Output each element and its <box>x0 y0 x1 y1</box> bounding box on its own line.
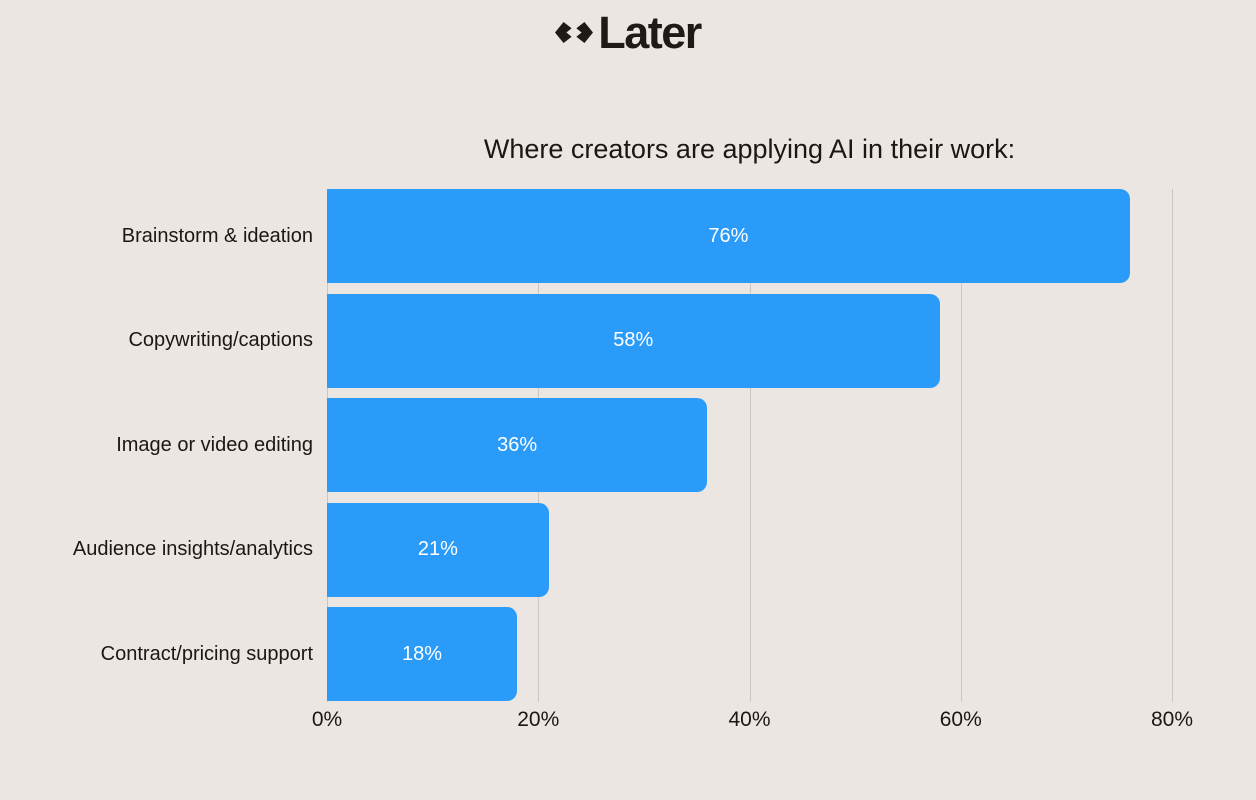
bar-value-label: 36% <box>497 433 538 456</box>
gridline-60 <box>960 189 962 702</box>
chart-title: Where creators are applying AI in their … <box>483 134 1016 164</box>
x-axis-tick-label: 0% <box>311 708 343 731</box>
bar-value-label: 21% <box>417 538 458 560</box>
bar: 21% <box>327 502 549 597</box>
brand-wordmark: Later <box>598 7 702 58</box>
plot-area: 76% 58% 36% 21% 18% <box>327 189 1190 702</box>
bar-value-label: 76% <box>708 224 749 247</box>
bar: 76% <box>327 189 1130 283</box>
bar: 36% <box>327 398 708 492</box>
category-axis: Brainstorm & ideation Copywriting/caption… <box>0 189 313 702</box>
category-label: Contract/pricing support <box>100 642 313 665</box>
category-label: Audience insights/analytics <box>72 538 313 560</box>
category-label: Copywriting/captions <box>128 329 313 351</box>
value-axis: 0% 20% 40% 60% 80% <box>312 708 1194 738</box>
x-axis-tick-label: 80% <box>1150 708 1194 731</box>
x-axis-tick-label: 60% <box>939 708 982 731</box>
category-label: Brainstorm & ideation <box>121 224 313 247</box>
bar: 18% <box>327 607 518 701</box>
bar: 58% <box>327 293 940 388</box>
x-axis-tick-label: 40% <box>728 708 771 731</box>
gridline-80 <box>1172 189 1173 702</box>
later-logo: Later <box>0 10 1256 55</box>
bar-value-label: 18% <box>402 642 443 665</box>
category-label: Image or video editing <box>116 433 313 456</box>
gridline-40 <box>749 189 751 702</box>
later-split-diamond-icon <box>555 22 594 43</box>
bar-value-label: 58% <box>613 329 654 351</box>
x-axis-tick-label: 20% <box>517 708 560 731</box>
